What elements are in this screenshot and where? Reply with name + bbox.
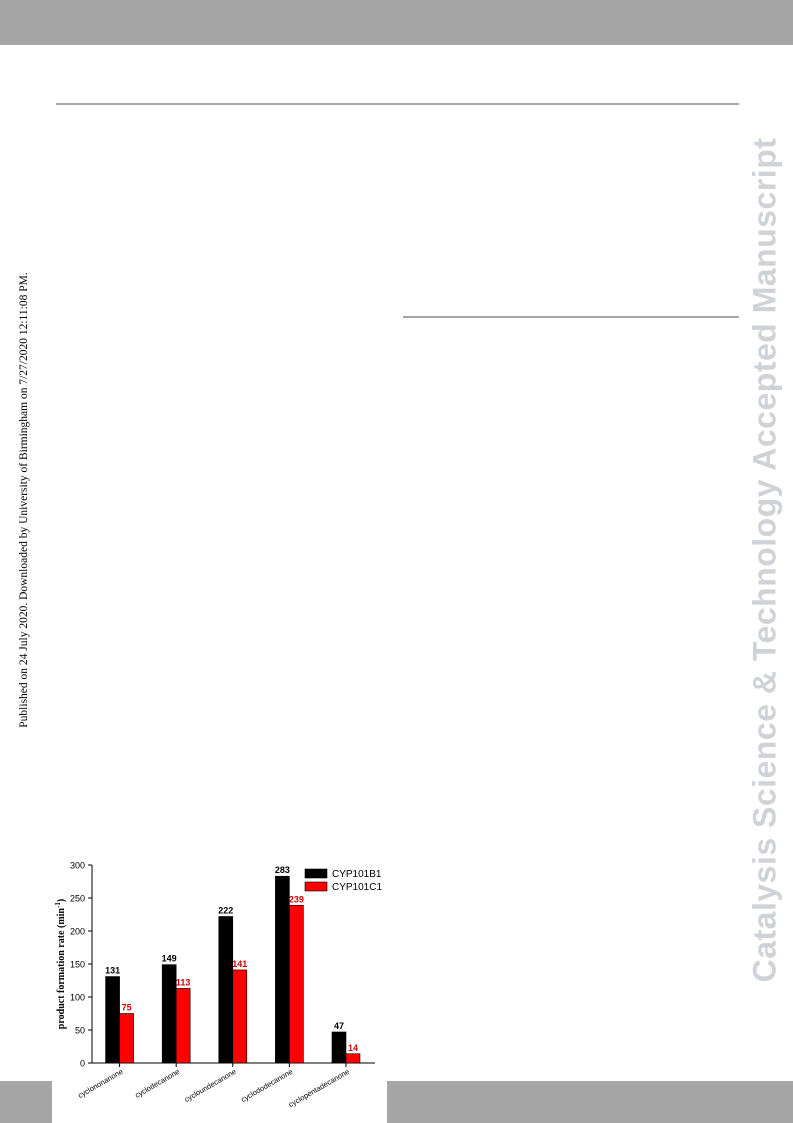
y-tick-label: 150	[70, 960, 85, 970]
x-tick-label: cyclononanone	[76, 1067, 124, 1100]
journal-watermark: Catalysis Science & Technology Accepted …	[746, 137, 783, 983]
x-tick-label: cyclododecanone	[239, 1067, 294, 1104]
data-label: 222	[218, 905, 233, 915]
bar-cyp101c1-cyclodecanone	[175, 988, 191, 1064]
footer-band-left	[0, 1081, 52, 1123]
bar-cyp101b1-cyclodecanone	[161, 964, 177, 1064]
bar-cyp101b1-cyclododecanone	[275, 875, 290, 1064]
data-label: 131	[105, 966, 120, 976]
legend-label: CYP101C1	[332, 882, 382, 893]
data-label: 141	[232, 959, 247, 969]
data-label: 239	[289, 894, 304, 904]
bar-cyp101b1-cyclononanone	[105, 976, 120, 1064]
x-tick-label: cyclodecanone	[133, 1067, 181, 1100]
publication-note: Published on 24 July 2020. Downloaded by…	[18, 272, 30, 728]
y-tick-label: 0	[80, 1059, 85, 1069]
bar-cyp101c1-cycloundecanone	[232, 969, 248, 1064]
x-tick-label: cyclopentadecanone	[287, 1067, 351, 1109]
data-label: 75	[122, 1003, 132, 1013]
bar-cyp101c1-cyclopentadecanone	[345, 1053, 361, 1064]
data-label: 149	[162, 954, 177, 964]
right-column-rule	[403, 316, 739, 318]
footer-band-right	[387, 1081, 793, 1123]
data-label: 283	[275, 865, 290, 875]
y-tick-label: 200	[70, 927, 85, 937]
y-tick-label: 100	[70, 993, 85, 1003]
data-label: 14	[348, 1043, 358, 1053]
y-tick-label: 300	[70, 861, 85, 871]
header-band	[0, 0, 793, 45]
bar-cyp101b1-cyclopentadecanone	[331, 1031, 347, 1064]
legend-label: CYP101B1	[332, 869, 382, 880]
bar-cyp101c1-cyclononanone	[119, 1013, 134, 1064]
legend-swatch-cyp101b1	[304, 868, 328, 879]
y-tick-label: 250	[70, 894, 85, 904]
y-axis-label: product formation rate (min-1)	[54, 899, 67, 1029]
bar-cyp101c1-cyclododecanone	[289, 904, 304, 1064]
data-label: 47	[334, 1021, 344, 1031]
x-tick-label: cycloundecanone	[183, 1067, 238, 1104]
y-tick-label: 50	[75, 1026, 85, 1036]
top-rule	[56, 103, 739, 105]
legend-swatch-cyp101c1	[304, 881, 328, 892]
data-label: 113	[176, 977, 191, 987]
bar-cyp101b1-cycloundecanone	[218, 916, 234, 1064]
product-formation-chart: 0 50 100 150 200 250 300 product formation rate…	[54, 861, 382, 1110]
